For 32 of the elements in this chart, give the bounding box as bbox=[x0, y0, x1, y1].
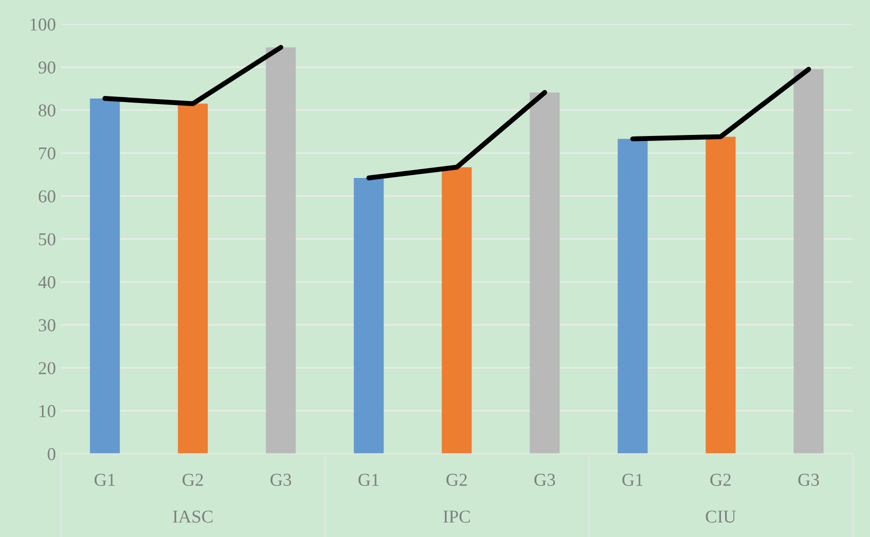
bar bbox=[354, 178, 384, 454]
bar bbox=[706, 136, 736, 454]
bar bbox=[178, 104, 208, 454]
y-tick-label: 40 bbox=[38, 276, 56, 288]
x-tick-label: G3 bbox=[798, 474, 819, 486]
bar bbox=[794, 69, 824, 454]
text: IPC bbox=[443, 510, 470, 523]
text: IASC bbox=[172, 510, 212, 523]
y-tick-label: 100 bbox=[30, 18, 56, 31]
y-tick-label: 50 bbox=[39, 233, 56, 246]
text: CIU bbox=[706, 510, 736, 523]
bar bbox=[90, 98, 120, 454]
bar bbox=[442, 167, 472, 454]
y-tick-label: 0 bbox=[48, 448, 56, 460]
x-tick-label: G2 bbox=[446, 474, 467, 486]
y-tick-label: 70 bbox=[39, 147, 56, 160]
x-tick-label: G1 bbox=[94, 474, 115, 486]
x-tick-label: G2 bbox=[710, 474, 731, 486]
bar bbox=[530, 92, 560, 454]
x-tick-label: G3 bbox=[270, 474, 292, 486]
x-tick-label: G1 bbox=[358, 474, 379, 486]
bar bbox=[266, 47, 296, 454]
x-tick-label: G3 bbox=[534, 474, 556, 486]
x-tick-label: G1 bbox=[622, 474, 643, 486]
y-tick-label: 20 bbox=[38, 362, 56, 374]
y-tick-label: 80 bbox=[38, 104, 56, 117]
bar bbox=[618, 138, 648, 454]
y-tick-label: 60 bbox=[38, 190, 56, 202]
y-tick-label: 90 bbox=[38, 61, 56, 74]
x-tick-label: G2 bbox=[182, 474, 203, 486]
y-tick-label: 10 bbox=[40, 405, 56, 418]
y-tick-label: 30 bbox=[38, 319, 56, 332]
